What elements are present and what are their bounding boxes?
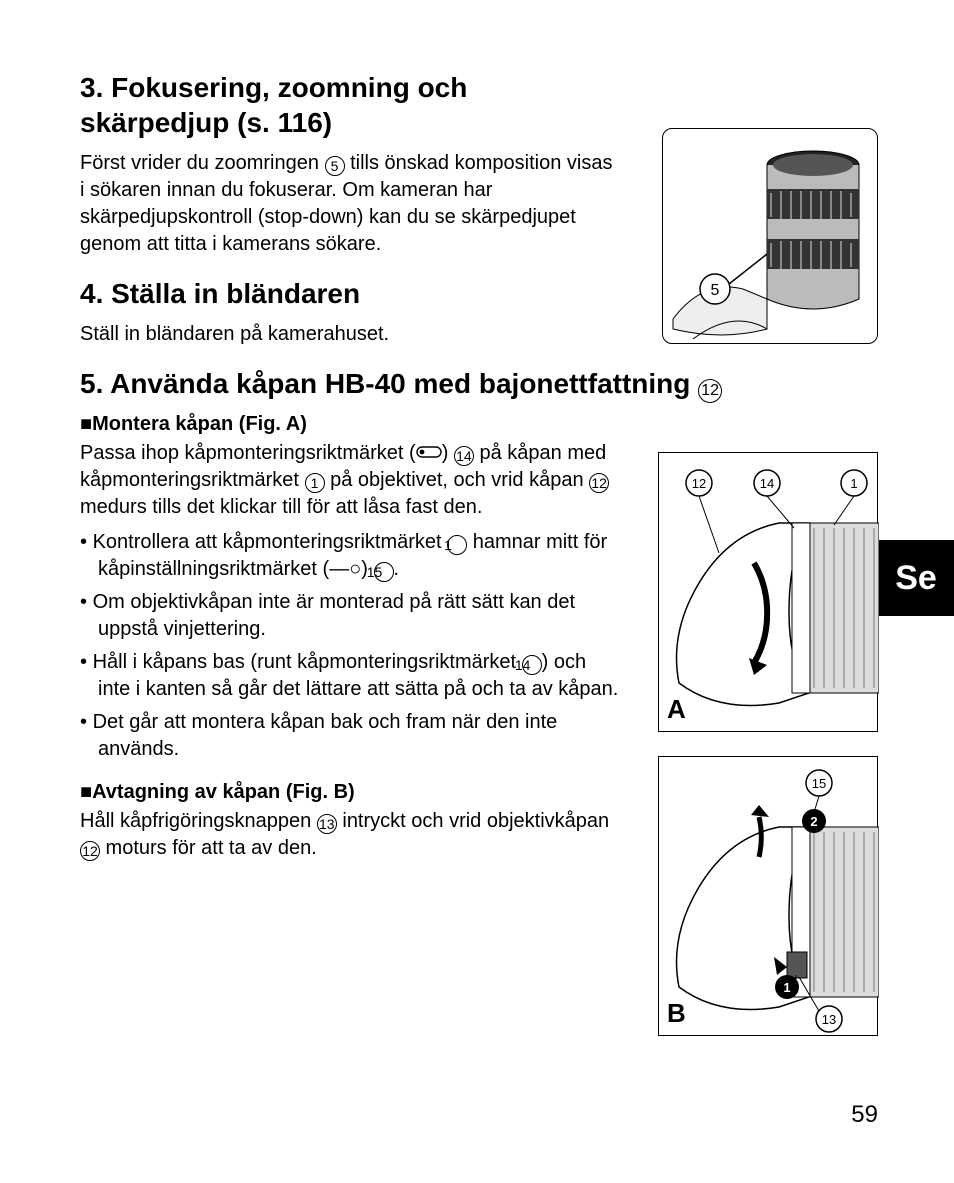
- align-mark-icon: [416, 446, 442, 460]
- text: .: [394, 558, 400, 580]
- svg-text:13: 13: [822, 1012, 836, 1027]
- text: moturs för att ta av den.: [100, 837, 317, 859]
- figure-b: 15 2 1 13 B: [658, 756, 878, 1036]
- ref-13-icon: 13: [317, 814, 337, 834]
- text: Håll kåpfrigöringsknappen: [80, 810, 317, 832]
- page-number: 59: [851, 1101, 878, 1129]
- set-mark-icon: —○: [329, 558, 361, 580]
- svg-text:12: 12: [692, 476, 706, 491]
- list-item: Det går att montera kåpan bak och fram n…: [80, 709, 620, 763]
- ref-12-icon: 12: [698, 379, 722, 403]
- ref-1-icon: 1: [447, 535, 467, 555]
- ref-5-icon: 5: [325, 156, 345, 176]
- text: på objektivet, och vrid kåpan: [325, 469, 590, 491]
- hood-detach-illustration: 15 2 1 13: [659, 757, 879, 1037]
- montera-heading: ■Montera kåpan (Fig. A): [80, 413, 620, 436]
- figure-a-label: A: [667, 694, 686, 725]
- ref-12-icon: 12: [80, 841, 100, 861]
- svg-text:14: 14: [760, 476, 774, 491]
- figure-a: 12 14 1 A: [658, 452, 878, 732]
- list-item: Kontrollera att kåpmonteringsriktmärket …: [80, 529, 620, 583]
- figure-top: 5: [662, 128, 878, 344]
- text: Håll i kåpans bas (runt kåpmonteringsrik…: [93, 651, 522, 673]
- text: Passa ihop kåpmonteringsriktmärket (: [80, 442, 416, 464]
- montera-list: Kontrollera att kåpmonteringsriktmärket …: [80, 529, 620, 763]
- language-tab: Se: [878, 540, 954, 616]
- avtag-body: Håll kåpfrigöringsknappen 13 intryckt oc…: [80, 808, 620, 862]
- text: Först vrider du zoomringen: [80, 152, 325, 174]
- main-text-column: 3. Fokusering, zoomning och skärpedjup (…: [80, 70, 620, 862]
- montera-body: Passa ihop kåpmonteringsriktmärket () 14…: [80, 440, 620, 521]
- ref-1-icon: 1: [305, 473, 325, 493]
- ref-12-icon: 12: [589, 473, 609, 493]
- section-4-body: Ställ in bländaren på kamerahuset.: [80, 321, 620, 348]
- camera-lens-illustration: 5: [663, 129, 879, 345]
- ref-15-icon: 15: [374, 562, 394, 582]
- text: intryckt och vrid objektivkåpan: [337, 810, 609, 832]
- hood-attach-illustration: 12 14 1: [659, 453, 879, 733]
- ref-14-icon: 14: [454, 446, 474, 466]
- svg-text:15: 15: [812, 776, 826, 791]
- text: Kontrollera att kåpmonteringsriktmärket: [93, 531, 448, 553]
- svg-text:1: 1: [850, 476, 857, 491]
- callout-5: 5: [711, 282, 720, 299]
- figure-b-label: B: [667, 998, 686, 1029]
- section-5-heading: 5. Använda kåpan HB-40 med bajonettfattn…: [80, 366, 880, 403]
- avtag-heading: ■Avtagning av kåpan (Fig. B): [80, 781, 620, 804]
- section-3-heading: 3. Fokusering, zoomning och skärpedjup (…: [80, 70, 620, 140]
- section-3-body: Först vrider du zoomringen 5 tills önska…: [80, 150, 620, 258]
- section-4-heading: 4. Ställa in bländaren: [80, 276, 620, 311]
- ref-14-icon: 14: [522, 655, 542, 675]
- list-item: Om objektivkåpan inte är monterad på rät…: [80, 589, 620, 643]
- list-item: Håll i kåpans bas (runt kåpmonteringsrik…: [80, 649, 620, 703]
- text: medurs tills det klickar till för att lå…: [80, 496, 482, 518]
- text: ): [442, 442, 454, 464]
- svg-text:1: 1: [783, 980, 790, 995]
- text: 5. Använda kåpan HB-40 med bajonettfattn…: [80, 368, 698, 399]
- svg-text:2: 2: [810, 814, 817, 829]
